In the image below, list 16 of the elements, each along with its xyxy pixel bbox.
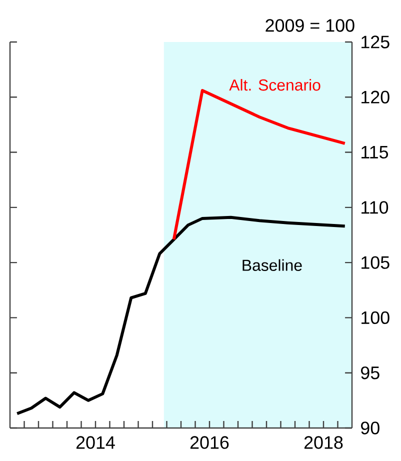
x-tick-label: 2014: [76, 436, 115, 449]
y-tick-label: 120: [362, 90, 390, 104]
y-tick-label: 100: [362, 311, 390, 324]
line-series: [172, 89, 346, 241]
y-tick-label: 115: [362, 146, 388, 159]
y-tick-label: 95: [361, 366, 380, 380]
y-axis-title: 2009 = 100: [266, 19, 354, 32]
y-tick-label: 90: [361, 422, 380, 434]
line-series: [16, 216, 346, 416]
series-label: Alt. Scenario: [229, 78, 320, 91]
y-tick-label: 105: [362, 256, 390, 269]
x-tick-label: 2018: [304, 436, 343, 449]
y-tick-label: 125: [362, 36, 390, 48]
text: Baseline: [242, 259, 302, 271]
x-tick-label: 2016: [190, 436, 229, 449]
y-tick-label: 110: [362, 201, 388, 214]
